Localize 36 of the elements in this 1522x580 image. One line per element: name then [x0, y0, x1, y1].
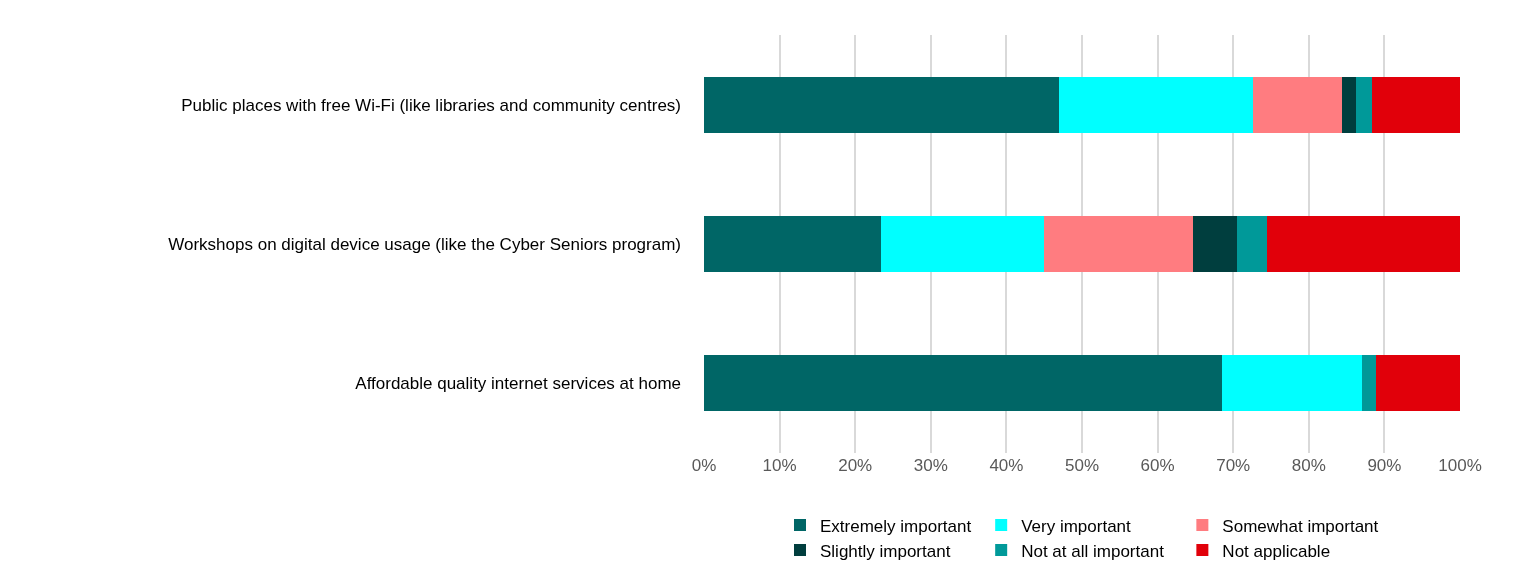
x-tick-label: 80%: [1291, 456, 1326, 475]
bar: [1221, 355, 1362, 412]
bar: [1361, 355, 1377, 412]
x-tick-label: 70%: [1216, 456, 1251, 475]
bar: [1376, 355, 1460, 412]
bar: [1355, 76, 1372, 133]
x-tick-label: 60%: [1140, 456, 1175, 475]
legend-label: Slightly important: [820, 541, 951, 561]
bar: [704, 355, 1222, 412]
bar: [1236, 216, 1268, 272]
legend-label: Extremely important: [820, 516, 972, 536]
x-tick-label: 100%: [1438, 456, 1482, 475]
x-tick-label: 90%: [1367, 456, 1402, 475]
x-tick-label: 10%: [762, 456, 797, 475]
bar: [1059, 76, 1253, 133]
legend-label: Not applicable: [1222, 541, 1331, 561]
bar: [704, 216, 881, 272]
x-tick-label: 50%: [1064, 456, 1100, 475]
bar: [1252, 76, 1343, 133]
bar: [1044, 216, 1194, 272]
bar: [1267, 216, 1460, 272]
y-tick-label: Workshops on digital device usage (like the Cyber Seniors program): [168, 234, 681, 254]
y-tick-label: Public places with free Wi-Fi (like libraries and community centres): [181, 95, 681, 115]
bar: [1193, 216, 1237, 272]
bar: [704, 76, 1060, 133]
bar: [880, 216, 1045, 272]
y-tick-label: Affordable quality internet services at home: [355, 374, 681, 394]
x-tick-label: 0%: [691, 456, 717, 475]
x-tick-label: 30%: [913, 456, 948, 475]
bar: [1342, 76, 1356, 133]
legend-label: Somewhat important: [1222, 516, 1379, 536]
x-tick-label: 20%: [838, 456, 873, 475]
bar: [1371, 76, 1460, 133]
legend-label: Not at all important: [1021, 541, 1165, 561]
legend-label: Very important: [1021, 516, 1132, 536]
x-tick-label: 40%: [989, 456, 1024, 475]
